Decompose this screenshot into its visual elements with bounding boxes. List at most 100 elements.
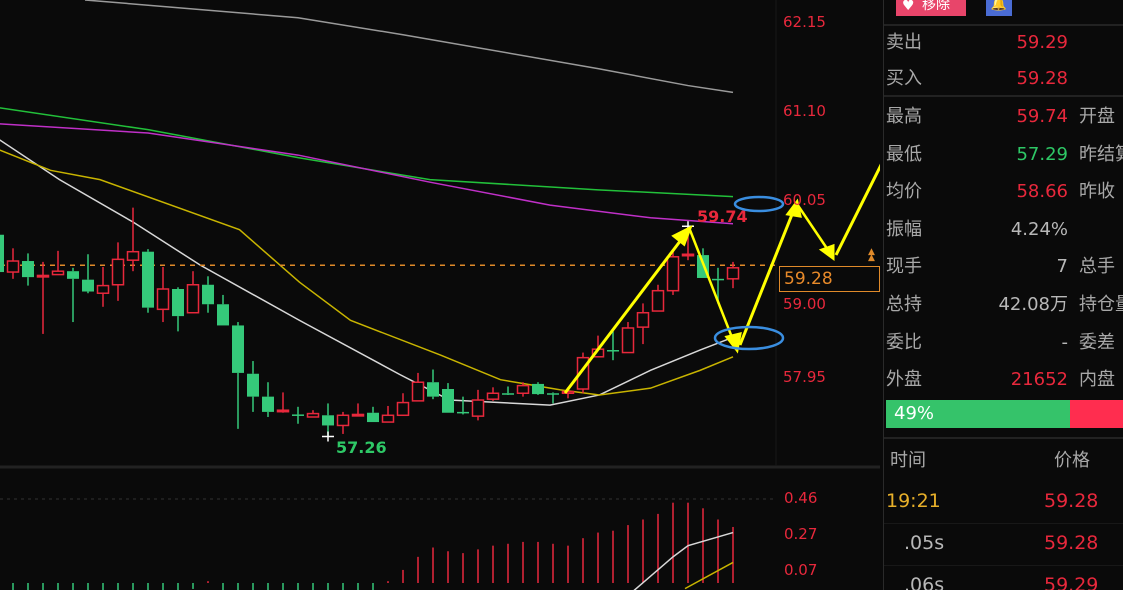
indicator-tick: 0.27 [784,525,818,543]
candle [6,248,20,279]
candle-body [636,311,650,328]
expand-up-icon[interactable]: ▲ ▲ [868,247,875,263]
candle-body [217,304,229,326]
candle-body [471,399,485,417]
candle-body [232,325,244,373]
candle-body [202,284,214,305]
candle-body [351,413,365,417]
quote-label: 总持 [886,294,922,315]
quote-value: 58.66 [1016,181,1068,203]
price-chart[interactable]: 59.74 57.26 [0,0,880,590]
alert-button[interactable]: 🔔 [986,0,1012,16]
quote-label: 均价 [886,181,922,203]
macd-histogram [12,502,734,590]
candle-body [381,414,395,423]
arrow-up-3 [834,163,880,256]
quote-value: - [1061,331,1069,353]
outer-ratio-fill: 49% [886,400,1070,428]
price-tick: 59.00 [783,295,826,313]
candle [502,386,514,395]
quote-label-secondary: 持仓量 [1079,294,1123,315]
candle [427,369,439,400]
candle [381,405,395,423]
candle [262,382,274,417]
quote-label-secondary: 总手 [1079,256,1115,278]
candle-body [666,256,680,292]
candle [247,361,259,412]
candle-body [156,288,170,311]
arrow-head-icon [671,224,693,247]
candle-body [82,279,94,292]
candle-body [292,414,304,416]
moving-averages [0,0,734,406]
divider [884,437,1123,439]
candle [532,382,544,395]
candle-body [262,396,274,412]
remove-button[interactable]: ♥ 移除 [896,0,966,16]
candle [651,284,665,312]
quote-label: 振幅 [886,218,922,240]
candle-body [547,393,559,395]
candle-body [712,278,724,281]
candle [217,294,229,326]
quote-panel: ♥ 移除 🔔 卖出 59.29 买入 59.28 最高 59.74 开盘 最低 57.29 昨结… [883,0,1123,590]
candle [411,372,425,402]
price-tick: 62.15 [783,13,826,31]
candle-body [516,384,530,394]
candle-body [576,356,590,390]
high-label: 59.74 [697,207,748,226]
candle-body [172,288,184,317]
divider [884,95,1123,97]
candle-body [396,401,410,417]
candle [36,261,50,334]
candle [82,254,94,294]
quote-label-secondary: 昨收 [1079,181,1115,203]
moving-average-line [0,149,734,396]
candle-body [726,267,740,280]
candle [51,250,65,276]
sell-value: 59.29 [1016,32,1068,53]
tick-price: 59.28 [1044,490,1099,512]
candle [202,276,214,313]
candle [442,383,454,413]
quote-row: 总持 42.08万持仓量 [886,288,1123,322]
tick-price: 59.28 [1044,532,1099,554]
quote-value: 59.74 [1016,106,1068,127]
candle-body [111,258,125,286]
candle [471,389,485,421]
extreme-cross-marker [322,431,334,442]
highlight-ellipse-support [713,325,785,351]
candle [186,271,200,314]
quote-label-secondary: 开盘 [1079,106,1115,127]
quote-label: 外盘 [886,369,922,391]
candle [142,249,154,313]
low-label: 57.26 [336,438,387,457]
candle-body [0,234,4,273]
candle-body [186,284,200,314]
quote-row: 均价 58.66 昨收 [886,175,1123,209]
outer-inner-ratio-bar: 49% [886,400,1123,428]
tick-price: 59.29 [1044,574,1099,590]
candle-body [96,284,110,294]
sell-row: 卖出 59.29 [886,26,1123,60]
buy-row: 买入 59.28 [886,62,1123,96]
moving-average-line [0,139,734,406]
tick-time: .06s [904,574,945,590]
candle-body [607,350,619,352]
candle [336,411,350,434]
buy-label: 买入 [886,68,922,89]
quote-row: 现手 7 总手 [886,250,1123,284]
candle-body [126,250,140,261]
arrow-head-icon [818,243,835,261]
quote-value: 21652 [1010,369,1068,391]
candle [96,266,110,307]
tick-row: .05s 59.28 [884,524,1123,566]
candles [0,207,740,437]
quote-row: 最低 57.29 昨结算 [886,138,1123,172]
tick-row: 19:21 59.28 [884,482,1123,524]
quote-label-secondary: 委差 [1079,331,1115,353]
arrow-up-2 [738,211,795,346]
candle-body [681,253,695,257]
candle-body [247,373,259,397]
price-tick: 61.10 [783,102,826,120]
